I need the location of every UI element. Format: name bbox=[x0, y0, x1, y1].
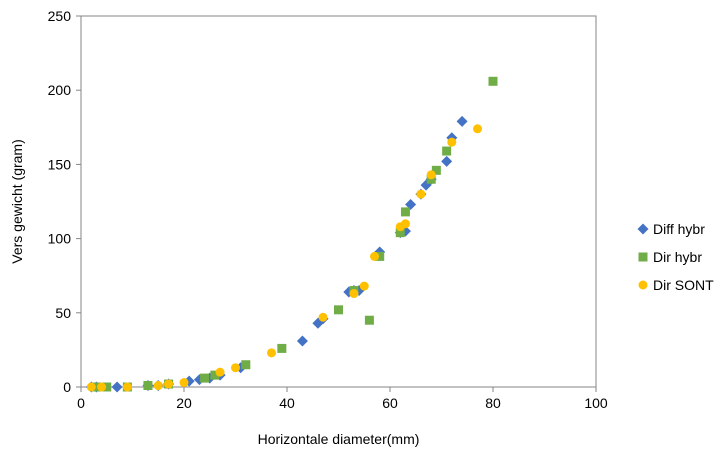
data-point bbox=[442, 146, 452, 156]
data-point bbox=[473, 124, 483, 134]
plot-frame bbox=[80, 15, 597, 388]
legend: Diff hybr Dir hybr Dir SONT bbox=[637, 221, 714, 293]
x-axis-ticks: 0 20 40 60 80 100 bbox=[77, 387, 608, 411]
y-tick-label: 50 bbox=[55, 305, 71, 321]
data-point bbox=[97, 382, 107, 392]
legend-label: Dir hybr bbox=[653, 249, 702, 265]
plot-area bbox=[80, 15, 597, 388]
data-point bbox=[395, 228, 405, 238]
data-point bbox=[122, 382, 132, 392]
data-point bbox=[296, 335, 308, 347]
data-point bbox=[210, 370, 220, 380]
legend-item: Dir hybr bbox=[638, 249, 702, 265]
data-point bbox=[267, 348, 277, 358]
data-markers bbox=[85, 76, 498, 393]
y-tick-label: 150 bbox=[48, 156, 72, 172]
x-tick-label: 80 bbox=[485, 395, 501, 411]
data-point bbox=[441, 155, 453, 167]
data-point bbox=[456, 115, 468, 127]
data-point bbox=[349, 289, 359, 299]
data-point bbox=[164, 379, 174, 389]
data-point bbox=[447, 137, 457, 147]
x-tick-label: 60 bbox=[382, 395, 398, 411]
x-tick-label: 20 bbox=[176, 395, 192, 411]
data-point bbox=[375, 251, 385, 261]
y-tick-label: 200 bbox=[48, 82, 72, 98]
legend-marker bbox=[638, 252, 648, 262]
data-point bbox=[364, 315, 374, 325]
y-axis-title: Vers gewicht (gram) bbox=[9, 139, 25, 263]
legend-label: Diff hybr bbox=[653, 221, 705, 237]
data-point bbox=[334, 305, 343, 315]
legend-marker bbox=[638, 280, 648, 290]
x-tick-label: 0 bbox=[77, 395, 85, 411]
x-tick-label: 100 bbox=[584, 395, 608, 411]
legend-item: Dir SONT bbox=[638, 277, 714, 293]
data-point bbox=[215, 367, 225, 377]
data-point bbox=[143, 381, 153, 391]
data-point bbox=[111, 381, 123, 393]
data-point bbox=[277, 343, 287, 353]
y-tick-label: 250 bbox=[48, 8, 72, 24]
data-point bbox=[91, 382, 101, 392]
data-point bbox=[400, 219, 410, 229]
data-point bbox=[241, 360, 251, 370]
y-tick-label: 100 bbox=[48, 231, 72, 247]
data-point bbox=[231, 363, 240, 373]
data-point bbox=[359, 281, 369, 291]
data-point bbox=[370, 251, 380, 261]
data-point bbox=[102, 382, 112, 392]
data-point bbox=[405, 198, 417, 210]
x-axis-title: Horizontale diameter(mm) bbox=[258, 431, 420, 447]
data-point bbox=[431, 165, 441, 175]
x-tick-label: 40 bbox=[279, 395, 295, 411]
series-diff-hybr bbox=[85, 115, 468, 393]
legend-label: Dir SONT bbox=[653, 277, 714, 293]
data-point bbox=[488, 76, 498, 86]
data-point bbox=[153, 381, 163, 391]
legend-item: Diff hybr bbox=[637, 221, 705, 237]
legend-marker bbox=[637, 223, 649, 235]
y-tick-label: 0 bbox=[63, 379, 71, 395]
data-point bbox=[318, 312, 328, 322]
data-point bbox=[400, 207, 410, 217]
data-point bbox=[86, 382, 96, 392]
y-axis-ticks: 0 50 100 150 200 250 bbox=[48, 8, 81, 395]
data-point bbox=[416, 189, 426, 199]
series-dir-sont bbox=[86, 124, 483, 392]
data-point bbox=[426, 170, 436, 180]
series-dir-hybr bbox=[91, 76, 498, 392]
data-point bbox=[179, 378, 189, 388]
data-point bbox=[200, 373, 210, 383]
